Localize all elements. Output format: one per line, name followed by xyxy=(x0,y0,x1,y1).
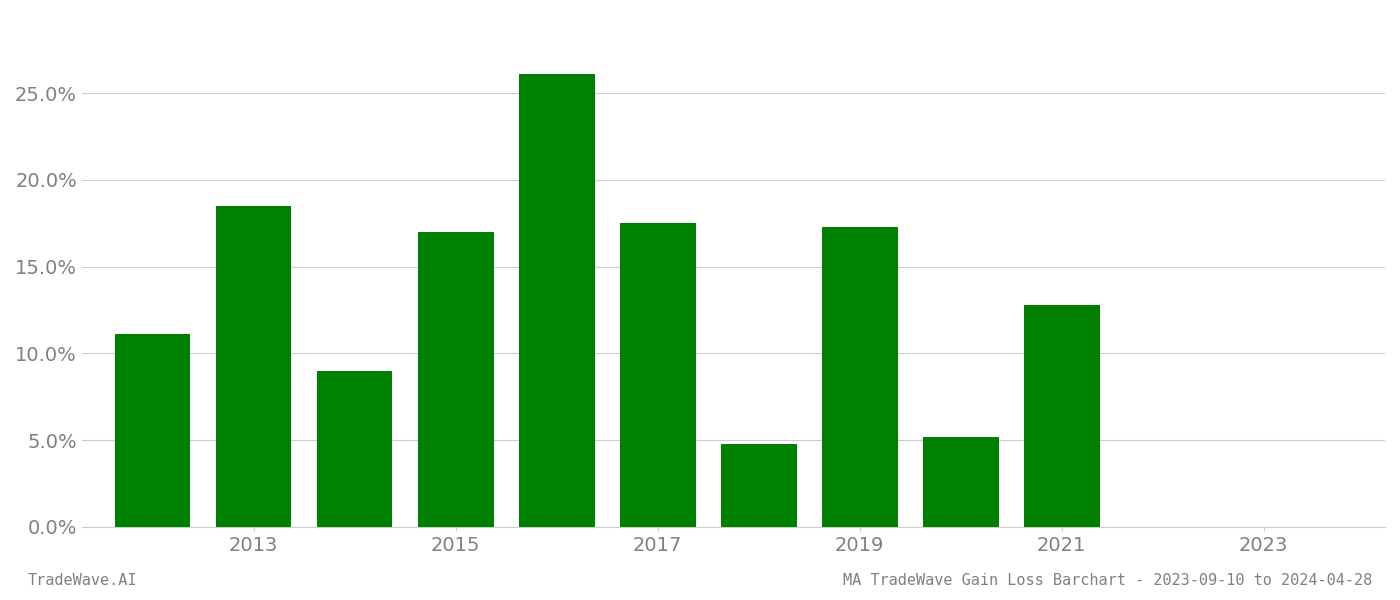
Bar xyxy=(620,223,696,527)
Bar xyxy=(721,443,797,527)
Bar xyxy=(822,227,897,527)
Text: TradeWave.AI: TradeWave.AI xyxy=(28,573,137,588)
Bar xyxy=(216,206,291,527)
Bar xyxy=(519,74,595,527)
Bar xyxy=(1023,305,1099,527)
Bar xyxy=(417,232,494,527)
Bar xyxy=(316,371,392,527)
Text: MA TradeWave Gain Loss Barchart - 2023-09-10 to 2024-04-28: MA TradeWave Gain Loss Barchart - 2023-0… xyxy=(843,573,1372,588)
Bar xyxy=(115,334,190,527)
Bar xyxy=(923,437,998,527)
